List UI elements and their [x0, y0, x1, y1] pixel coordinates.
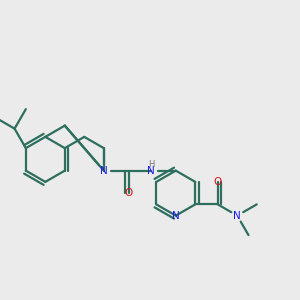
Text: H: H: [148, 160, 154, 169]
Text: N: N: [172, 211, 180, 220]
Text: O: O: [124, 188, 133, 198]
Text: N: N: [147, 166, 155, 176]
Text: O: O: [214, 177, 222, 187]
Text: N: N: [233, 211, 241, 220]
Text: N: N: [100, 166, 108, 176]
